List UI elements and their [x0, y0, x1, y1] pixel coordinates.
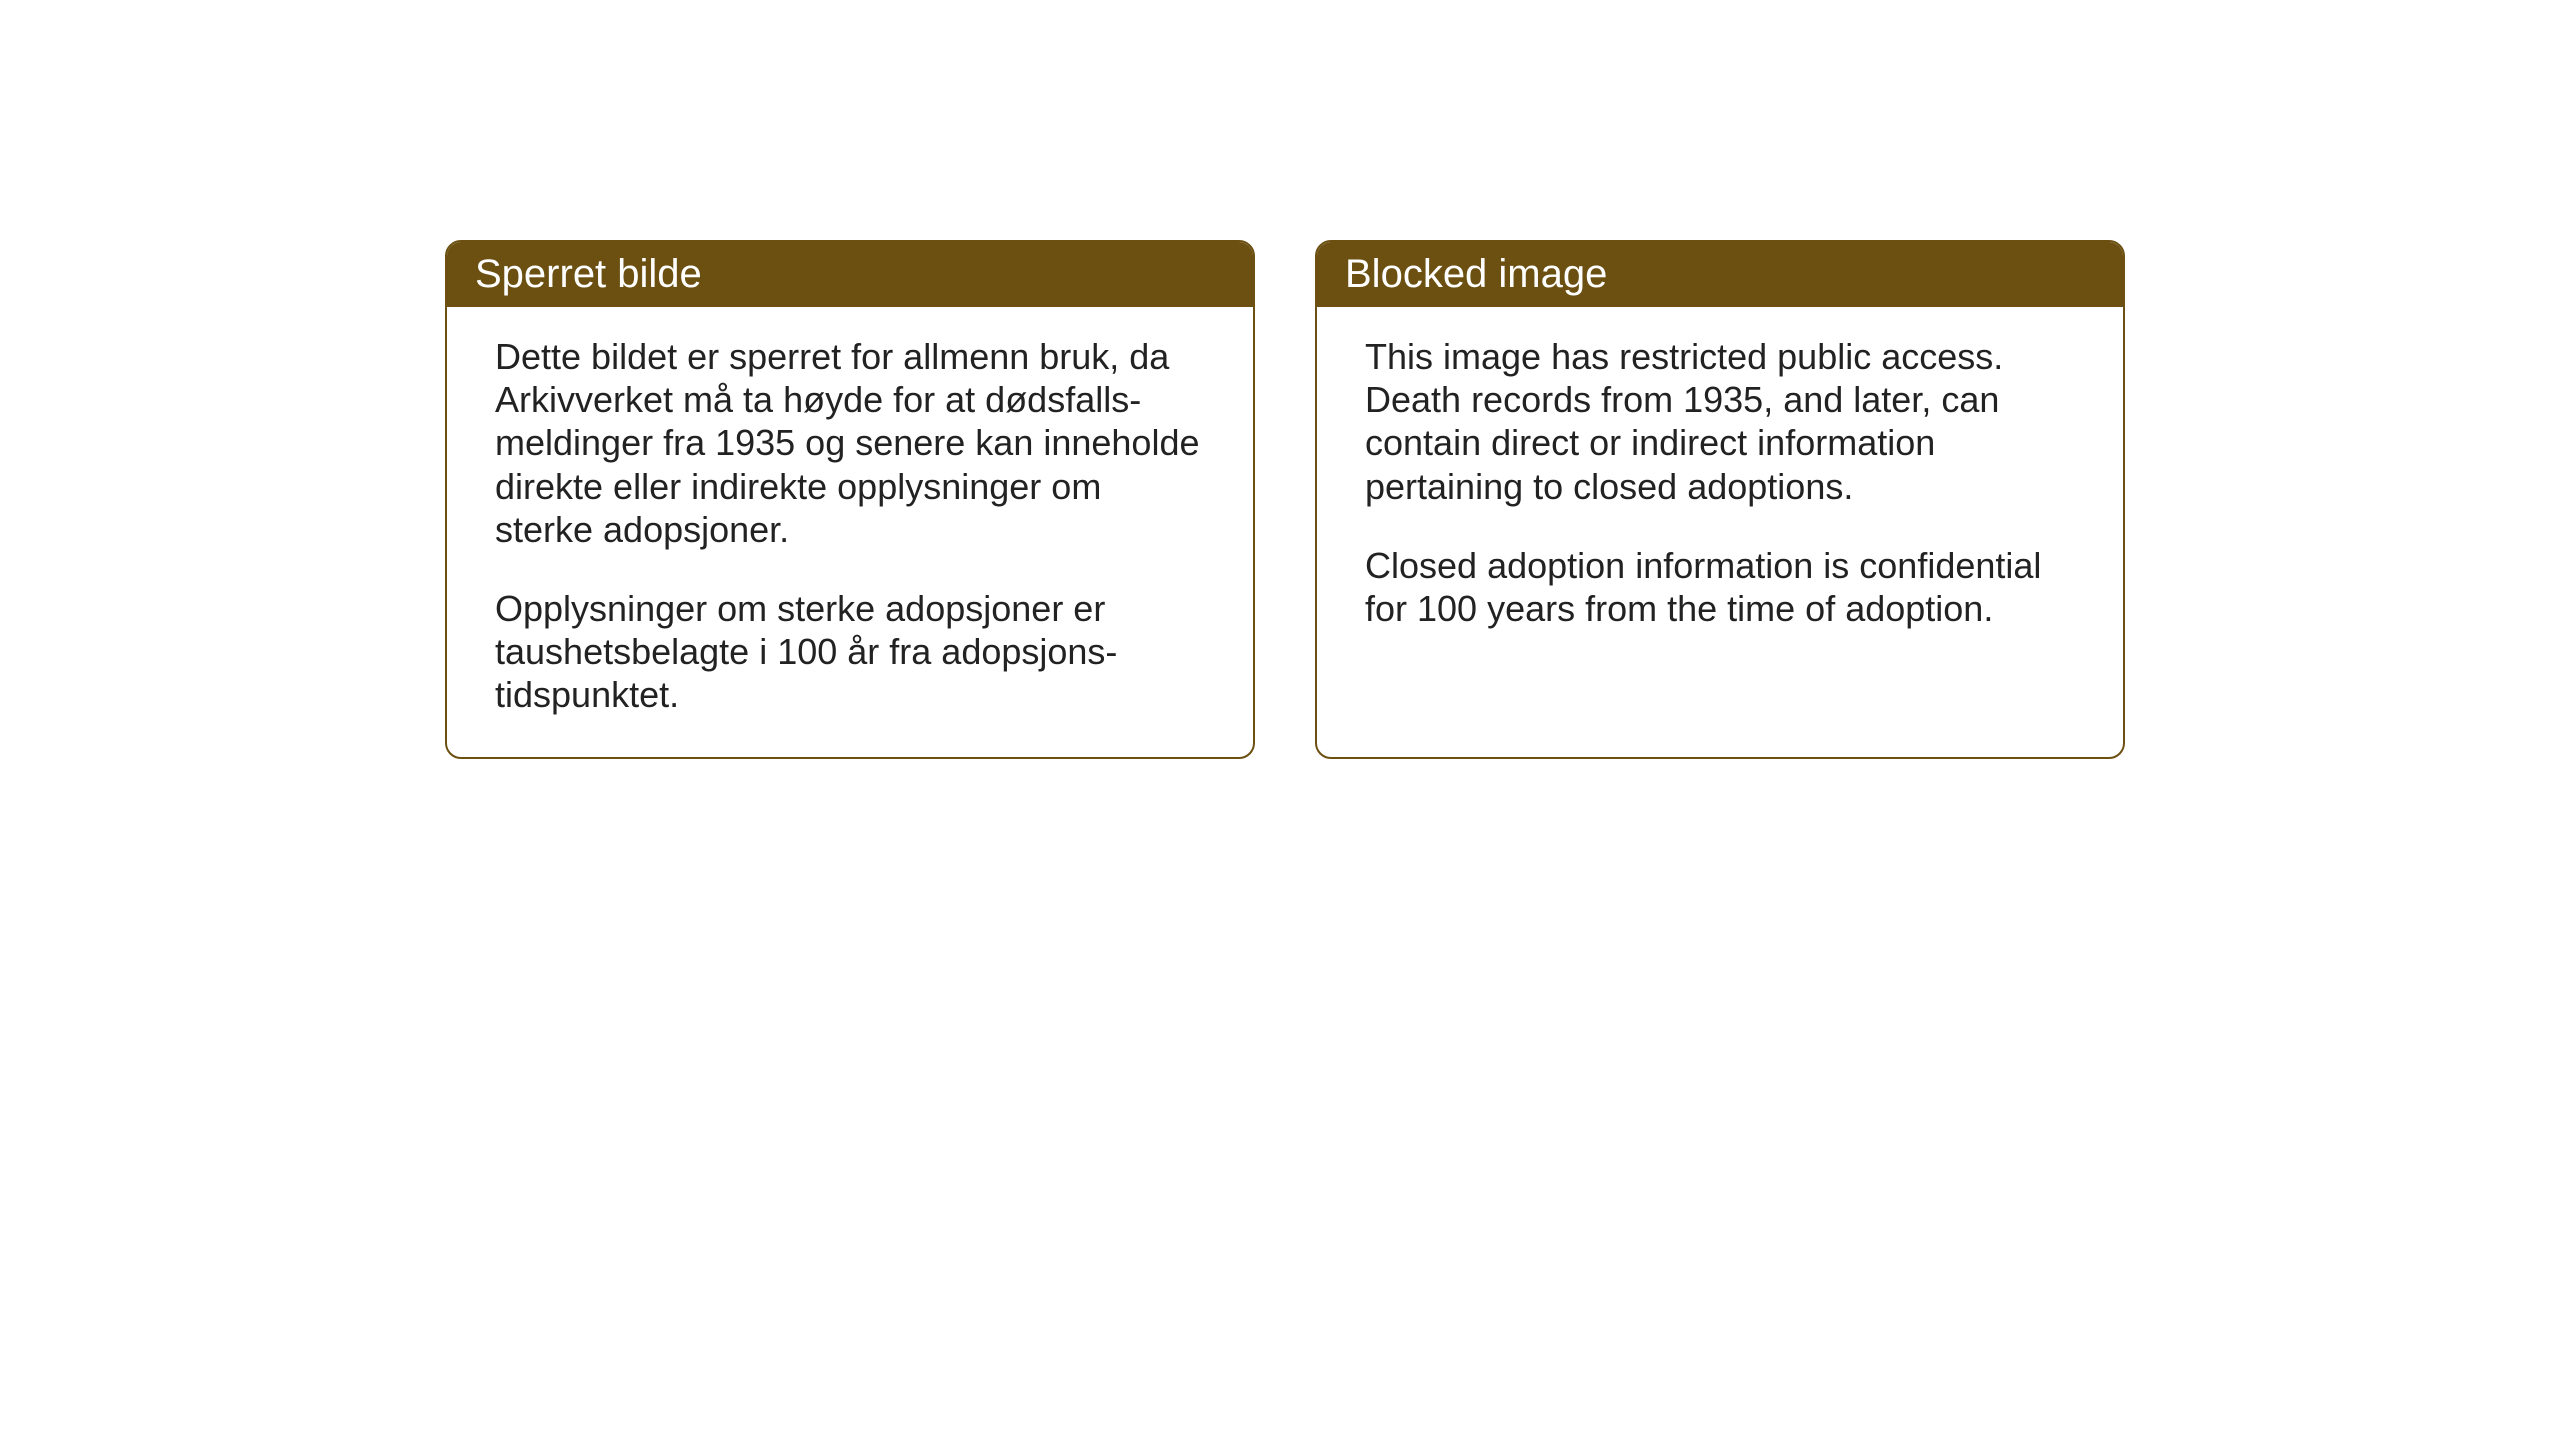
notice-paragraph-english-2: Closed adoption information is confident… — [1365, 544, 2075, 630]
notice-paragraph-norwegian-1: Dette bildet er sperret for allmenn bruk… — [495, 335, 1205, 551]
notice-title-english: Blocked image — [1345, 252, 1607, 296]
notice-card-norwegian: Sperret bilde Dette bildet er sperret fo… — [445, 240, 1255, 759]
notice-paragraph-english-1: This image has restricted public access.… — [1365, 335, 2075, 508]
notice-paragraph-norwegian-2: Opplysninger om sterke adopsjoner er tau… — [495, 587, 1205, 717]
notice-body-norwegian: Dette bildet er sperret for allmenn bruk… — [447, 307, 1253, 757]
notice-header-norwegian: Sperret bilde — [447, 242, 1253, 307]
notice-header-english: Blocked image — [1317, 242, 2123, 307]
notice-card-english: Blocked image This image has restricted … — [1315, 240, 2125, 759]
notice-title-norwegian: Sperret bilde — [475, 252, 702, 296]
notice-body-english: This image has restricted public access.… — [1317, 307, 2123, 670]
notice-container: Sperret bilde Dette bildet er sperret fo… — [445, 240, 2125, 759]
